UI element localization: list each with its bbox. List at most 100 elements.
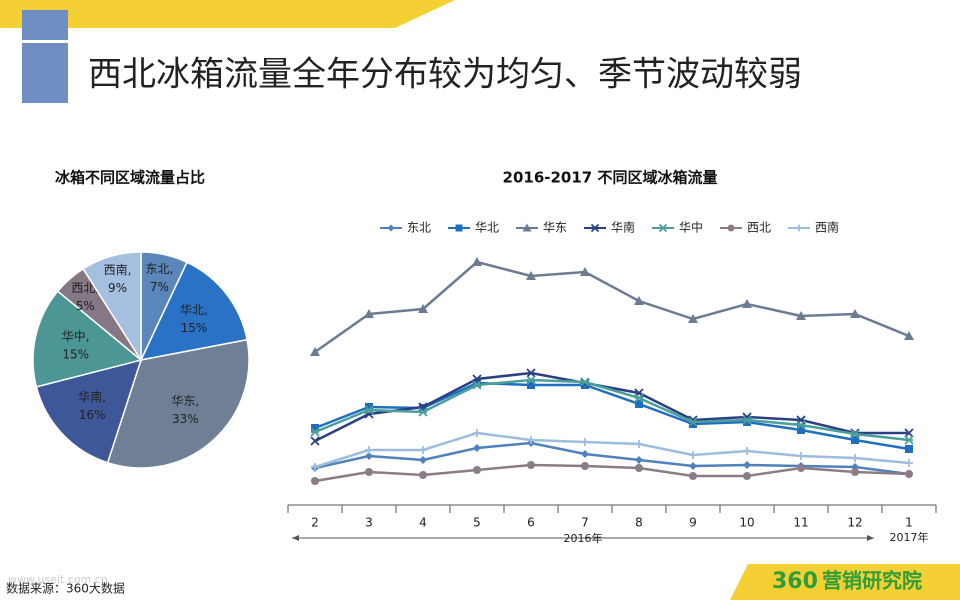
- pie-slice: [82, 251, 142, 363]
- series-line: [314, 431, 910, 469]
- x-tick-label: 2: [311, 516, 319, 530]
- legend-marker: [455, 224, 463, 232]
- point: [743, 472, 751, 480]
- slice-label: 华东, 33%: [171, 394, 199, 426]
- legend-label: 华南: [611, 220, 635, 235]
- x-tick-label: 10: [739, 516, 754, 530]
- point: [581, 438, 589, 446]
- slice-label: 西南, 9%: [104, 262, 132, 295]
- legend-label: 东北: [407, 221, 431, 235]
- slide-title: 西北冰箱流量全年分布较为均匀、季节波动较弱: [88, 55, 802, 95]
- point: [743, 418, 751, 426]
- point: [580, 267, 590, 276]
- point: [311, 424, 319, 432]
- series-line: [314, 441, 910, 476]
- point: [418, 304, 428, 313]
- point: [310, 436, 320, 446]
- point: [580, 377, 590, 387]
- point: [581, 450, 589, 458]
- legend-marker: [727, 224, 735, 232]
- x-tick-label: 7: [581, 516, 589, 530]
- point: [364, 309, 374, 318]
- point: [527, 436, 535, 444]
- legend-marker: [590, 223, 600, 233]
- point: [904, 428, 914, 438]
- point: [689, 462, 697, 470]
- point: [743, 447, 751, 455]
- series-line: [314, 260, 910, 354]
- point: [311, 477, 319, 485]
- deco-block: [22, 43, 68, 103]
- legend-label: 华东: [543, 221, 567, 235]
- legend-label: 西南: [815, 220, 839, 235]
- x-tick-label: 8: [635, 516, 643, 530]
- watermark: www.useit.com.cn: [8, 573, 108, 586]
- point: [635, 456, 643, 464]
- point: [364, 405, 374, 415]
- x-tick-label: 5: [473, 516, 481, 530]
- point: [850, 309, 860, 318]
- point: [473, 379, 481, 387]
- source: 数据来源：360大数据: [6, 581, 125, 596]
- point: [472, 257, 482, 266]
- slice-label: 华北, 15%: [180, 302, 208, 334]
- point: [796, 311, 806, 320]
- pie-slice: [106, 338, 250, 469]
- legend-marker: [387, 224, 395, 232]
- point: [796, 420, 806, 430]
- point: [635, 440, 643, 448]
- top-band: [0, 0, 455, 28]
- point: [634, 296, 644, 305]
- point: [635, 464, 643, 472]
- point: [742, 415, 752, 425]
- point: [526, 368, 536, 378]
- point: [905, 445, 913, 453]
- point: [689, 420, 697, 428]
- point: [689, 472, 697, 480]
- point: [797, 452, 805, 460]
- pie-slice: [35, 358, 143, 464]
- point: [365, 403, 373, 411]
- series-line: [314, 371, 909, 443]
- point: [365, 446, 373, 454]
- line-title: 2016-2017 不同区域冰箱流量: [503, 169, 718, 187]
- arrow-head: [292, 535, 299, 541]
- point: [473, 466, 481, 474]
- point: [850, 429, 860, 439]
- point: [310, 347, 320, 356]
- point: [904, 331, 914, 340]
- slice-label: 华中, 15%: [62, 328, 90, 361]
- point: [526, 271, 536, 280]
- point: [527, 381, 535, 389]
- point: [526, 375, 536, 385]
- point: [904, 435, 914, 445]
- legend-marker: [795, 224, 803, 232]
- point: [473, 429, 481, 437]
- point: [581, 381, 589, 389]
- point: [472, 380, 482, 390]
- x-tick-label: 4: [419, 516, 427, 530]
- point: [743, 461, 751, 469]
- point: [851, 468, 859, 476]
- deco-block: [22, 10, 68, 40]
- legend-label: 华北: [475, 221, 499, 235]
- legend-label: 西北: [747, 221, 771, 235]
- pie-title: 冰箱不同区域流量占比: [55, 169, 205, 187]
- point: [365, 468, 373, 476]
- point: [635, 400, 643, 408]
- pie-slice: [32, 290, 143, 388]
- year-label: 2016年: [564, 531, 603, 545]
- point: [527, 461, 535, 469]
- x-tick-label: 11: [793, 516, 808, 530]
- point: [689, 451, 697, 459]
- x-tick-label: 12: [847, 516, 862, 530]
- point: [311, 463, 319, 471]
- point: [688, 417, 698, 427]
- legend-label: 华中: [679, 220, 703, 235]
- point: [797, 426, 805, 434]
- point: [905, 459, 913, 467]
- point: [419, 471, 427, 479]
- year-label: 2017年: [890, 530, 929, 544]
- point: [418, 407, 428, 417]
- bottom-band: [730, 564, 960, 600]
